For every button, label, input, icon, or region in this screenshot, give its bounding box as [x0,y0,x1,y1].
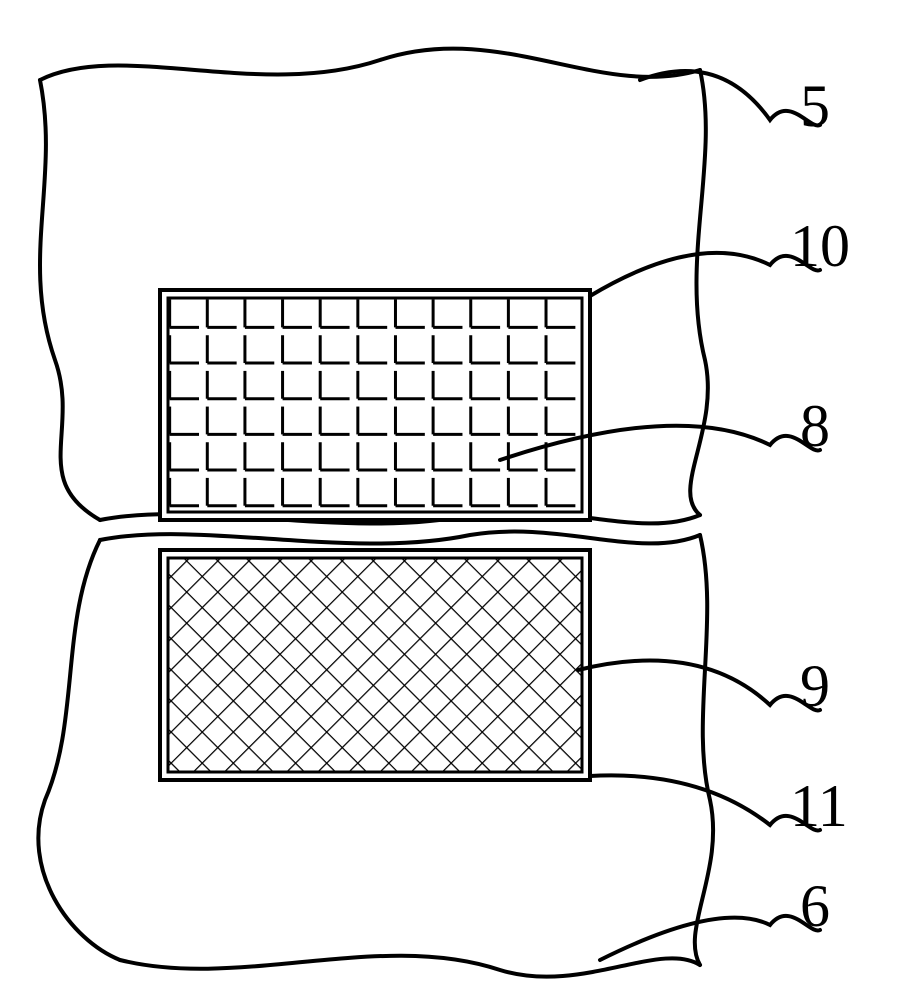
label-10: 10 [790,212,850,281]
label-8: 8 [800,392,830,461]
label-9: 9 [800,652,830,721]
outline-upperTopWave [40,49,700,80]
label-11: 11 [790,772,848,841]
lower-panel [160,550,590,780]
grid-8-container [160,290,590,520]
leader-l10 [590,253,820,296]
outline-lowerLeftWave [38,540,120,960]
label-5: 5 [800,72,830,141]
frame-10-inner [168,298,582,512]
leader-l9 [578,661,820,711]
outline-lowerRightWave [695,535,713,965]
outline-lowerBottomWave [120,956,700,977]
leader-l5 [640,71,820,125]
diagram-canvas [0,0,907,1000]
leader-l6 [600,916,820,960]
outline-upperRightWave [690,70,708,515]
outline-upperLeftWave [40,80,100,520]
hatch-9 [168,558,582,772]
outline-midLowerWave [100,532,700,544]
label-6: 6 [800,872,830,941]
